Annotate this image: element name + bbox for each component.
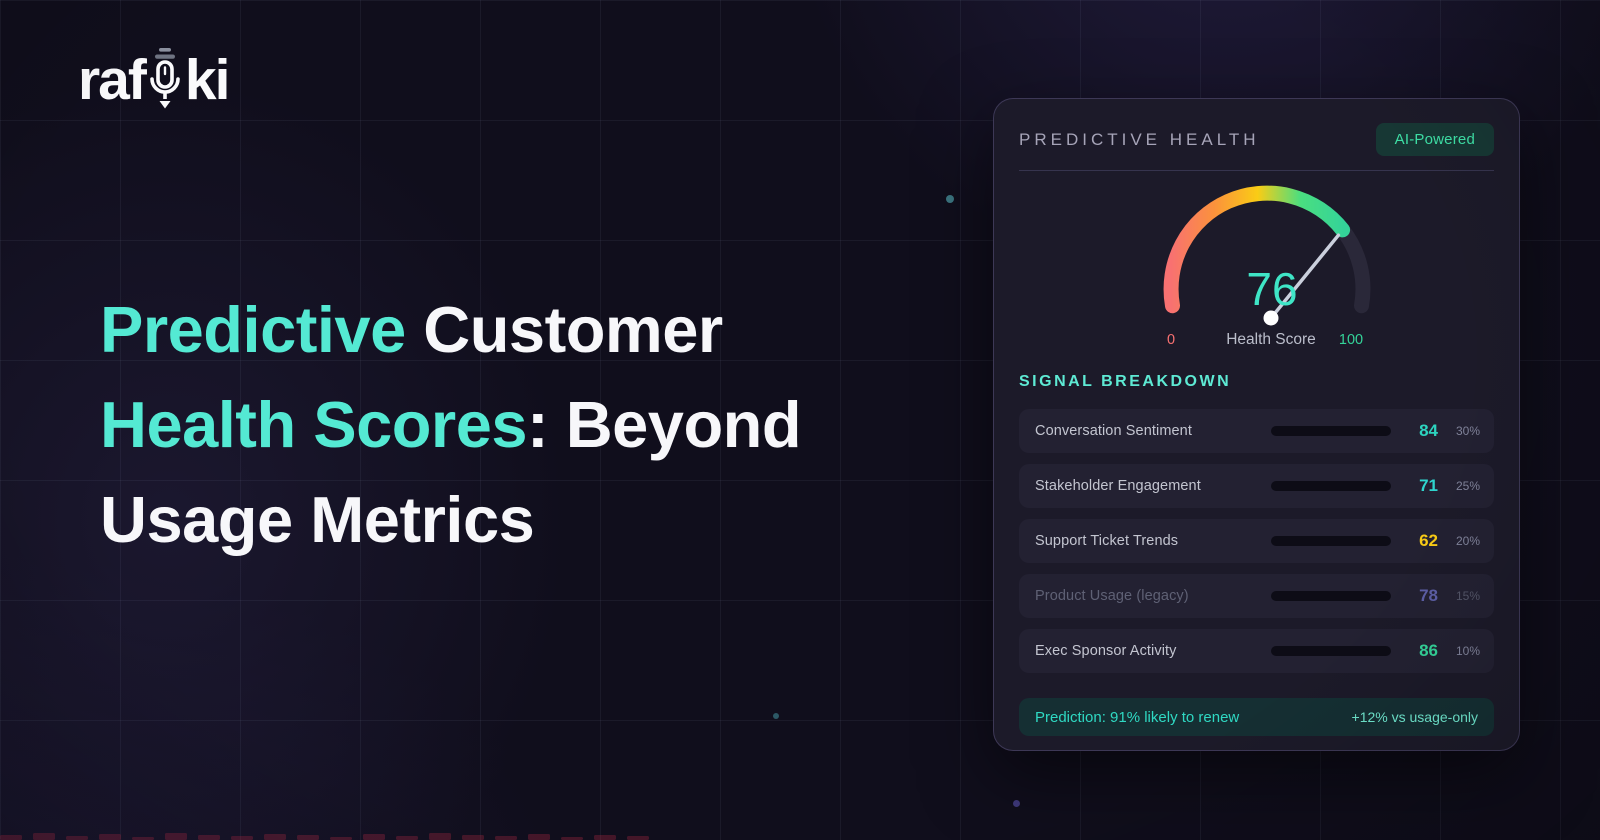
ai-powered-badge[interactable]: AI-Powered [1375, 123, 1494, 156]
signal-value: 62 [1419, 531, 1438, 550]
signal-weight: 20% [1455, 534, 1480, 548]
signal-bar-track [1271, 426, 1391, 436]
logo-text-pre: raf [78, 48, 147, 112]
rafiki-logo: raf ki [78, 48, 231, 112]
svg-text:0: 0 [1166, 332, 1174, 348]
signal-bar-track [1271, 646, 1391, 656]
headline-line-1: Predictive Customer [100, 293, 723, 366]
signal-value: 84 [1419, 421, 1438, 440]
signal-bar-track [1271, 481, 1391, 491]
signal-value: 86 [1419, 641, 1438, 660]
waveform-strip [0, 831, 660, 840]
predictive-health-card: PREDICTIVE HEALTH AI-Powered 76 0 Health S… [993, 98, 1520, 751]
header-divider [1019, 170, 1494, 171]
signal-bar-track [1271, 591, 1391, 601]
signal-breakdown-title: SIGNAL BREAKDOWN [1019, 373, 1232, 390]
decor-dot-teal [773, 713, 779, 719]
svg-text:100: 100 [1338, 332, 1362, 348]
page-title: Predictive Customer Health Scores: Beyon… [100, 282, 960, 567]
signal-rows: Conversation Sentiment 84 30% Stakeholde… [1019, 409, 1494, 673]
signal-bar-track [1271, 536, 1391, 546]
signal-label: Conversation Sentiment [1035, 423, 1192, 439]
signal-row-product-usage-legacy: Product Usage (legacy) 78 15% [1019, 574, 1494, 618]
signal-weight: 10% [1455, 644, 1480, 658]
signal-value: 78 [1419, 586, 1438, 605]
prediction-text: Prediction: 91% likely to renew [1035, 708, 1240, 726]
prediction-footer: Prediction: 91% likely to renew +12% vs … [1019, 698, 1494, 736]
signal-label: Stakeholder Engagement [1035, 478, 1201, 494]
decor-dot-teal [946, 195, 954, 203]
prediction-delta: +12% vs usage-only [1351, 709, 1478, 725]
signal-row-stakeholder-engagement: Stakeholder Engagement 71 25% [1019, 464, 1494, 508]
signal-weight: 25% [1455, 479, 1480, 493]
signal-weight: 30% [1455, 424, 1480, 438]
signal-label: Exec Sponsor Activity [1035, 643, 1177, 659]
microphone-icon [150, 48, 180, 109]
signal-value: 71 [1419, 476, 1438, 495]
decor-dot-purple [1013, 800, 1020, 807]
headline-line-2: Health Scores: Beyond [100, 388, 802, 461]
headline-line-3: Usage Metrics [100, 483, 535, 556]
signal-weight: 15% [1455, 589, 1480, 603]
card-header: PREDICTIVE HEALTH AI-Powered [1019, 123, 1494, 156]
signal-row-exec-sponsor-activity: Exec Sponsor Activity 86 10% [1019, 629, 1494, 673]
svg-text:Health Score: Health Score [1226, 331, 1316, 348]
card-title: PREDICTIVE HEALTH [1019, 129, 1260, 149]
signal-label: Product Usage (legacy) [1035, 588, 1189, 604]
signal-label: Support Ticket Trends [1035, 533, 1179, 549]
signal-row-conversation-sentiment: Conversation Sentiment 84 30% [1019, 409, 1494, 453]
health-score-gauge: 76 0 Health Score 100 [1019, 177, 1494, 349]
signal-row-support-ticket-trends: Support Ticket Trends 62 20% [1019, 519, 1494, 563]
logo-text-post: ki [184, 48, 231, 112]
svg-text:76: 76 [1246, 263, 1297, 315]
